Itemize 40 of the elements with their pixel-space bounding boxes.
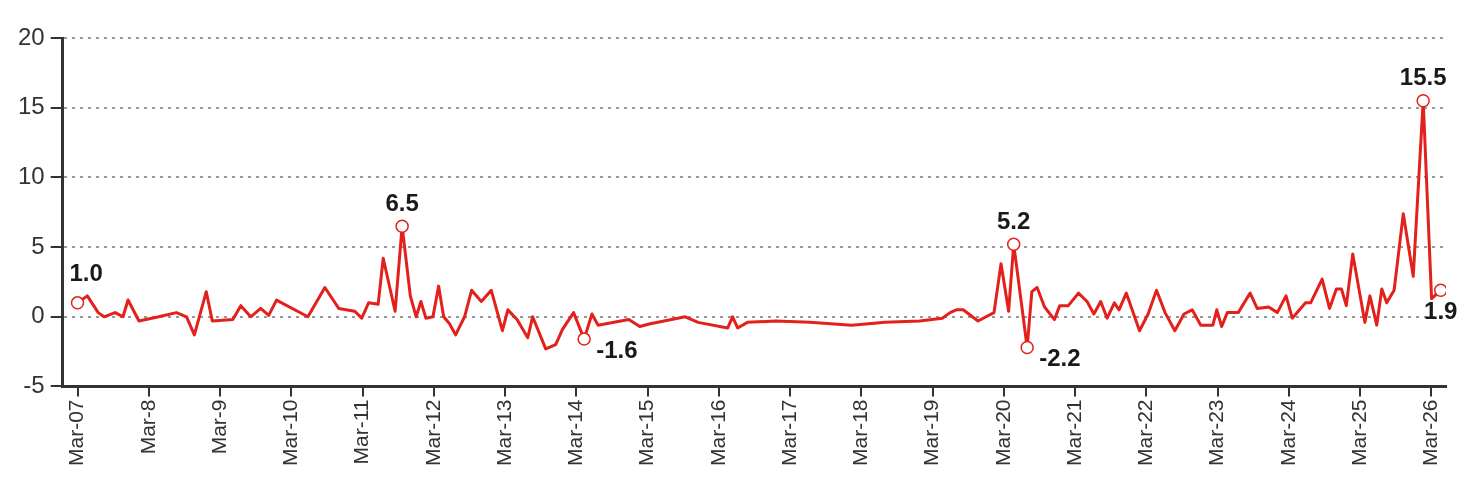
x-tick-label: Mar-14	[563, 399, 587, 467]
x-tick-label: Mar-26	[1418, 399, 1442, 467]
y-tick-label: 0	[31, 301, 45, 329]
x-tick-label: Mar-8	[135, 399, 159, 455]
data-label: 15.5	[1399, 63, 1447, 91]
y-tick-label: 10	[17, 162, 45, 190]
x-tick-label: Mar-19	[919, 399, 943, 467]
x-tick-label: Mar-9	[206, 399, 230, 455]
x-tick-label: Mar-24	[1275, 399, 1299, 467]
x-tick-label: Mar-21	[1061, 399, 1085, 467]
point	[1416, 93, 1430, 108]
x-tick-label: Mar-25	[1346, 399, 1370, 467]
x-tick-label: Mar-22	[1133, 399, 1157, 467]
data-label: -2.2	[1039, 344, 1081, 372]
point	[70, 296, 85, 310]
point	[577, 332, 591, 346]
x-tick-label: Mar-10	[278, 399, 302, 467]
x-tick-label: Mar-12	[420, 399, 444, 467]
x-tick-label: Mar-07	[64, 399, 88, 467]
y-tick-label: -5	[23, 371, 45, 399]
x-tick-label: Mar-11	[349, 399, 373, 465]
data-label: 1.0	[69, 259, 103, 287]
y-tick-label: 20	[17, 22, 45, 50]
data-label: 6.5	[385, 188, 419, 216]
y-tick-label: 15	[17, 92, 45, 120]
point	[1433, 283, 1446, 298]
x-tick-label: Mar-18	[848, 399, 872, 467]
x-tick-label: Mar-15	[634, 399, 658, 467]
x-tick-label: Mar-23	[1204, 399, 1228, 467]
data-label: 1.9	[1424, 296, 1458, 324]
x-tick-label: Mar-13	[491, 399, 515, 467]
y-tick-label: 5	[31, 231, 45, 259]
point	[395, 219, 409, 233]
data-label: 5.2	[997, 206, 1031, 234]
point	[1006, 237, 1021, 252]
x-tick-label: Mar-20	[990, 399, 1014, 467]
x-tick-label: Mar-17	[776, 399, 800, 467]
data-label: -1.6	[596, 335, 638, 363]
x-tick-label: Mar-16	[705, 399, 729, 467]
point	[1020, 340, 1034, 355]
